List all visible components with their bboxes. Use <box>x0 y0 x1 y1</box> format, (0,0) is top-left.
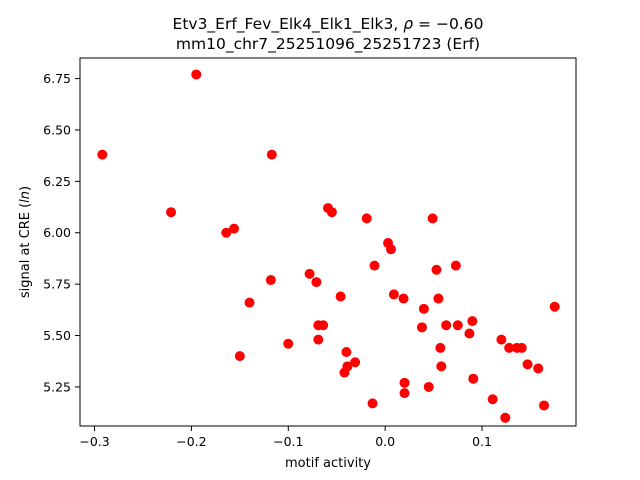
data-point <box>318 320 329 331</box>
data-point <box>533 363 544 374</box>
data-point <box>418 303 429 314</box>
data-point <box>516 342 527 353</box>
data-point <box>229 223 240 234</box>
y-tick-label: 5.25 <box>43 379 71 394</box>
x-tick-label: −0.1 <box>273 434 303 449</box>
data-point <box>441 320 452 331</box>
y-axis-label: signal at CRE (ln) <box>18 186 33 298</box>
data-point <box>166 207 177 218</box>
data-point <box>191 69 202 80</box>
x-axis-label: motif activity <box>285 456 371 471</box>
chart-subtitle: mm10_chr7_25251096_25251723 (Erf) <box>176 35 480 54</box>
data-point <box>97 149 108 160</box>
data-point <box>436 361 447 372</box>
data-point <box>234 351 245 362</box>
x-tick-label: −0.2 <box>176 434 206 449</box>
data-point <box>539 400 550 411</box>
data-point <box>549 301 560 312</box>
data-point <box>431 264 442 275</box>
data-point <box>266 149 277 160</box>
x-tick-label: 0.1 <box>472 434 492 449</box>
data-point <box>399 388 410 399</box>
y-tick-label: 6.00 <box>43 225 71 240</box>
data-point <box>369 260 380 271</box>
data-point <box>467 316 478 327</box>
x-tick-label: −0.3 <box>79 434 109 449</box>
data-point <box>399 377 410 388</box>
data-point <box>416 322 427 333</box>
data-point <box>385 244 396 255</box>
x-axis-ticks: −0.3 −0.2 −0.1 0.0 0.1 <box>79 426 492 449</box>
y-tick-label: 6.50 <box>43 122 71 137</box>
data-point <box>504 342 515 353</box>
y-tick-label: 6.25 <box>43 174 71 189</box>
x-tick-label: 0.0 <box>375 434 395 449</box>
data-point <box>522 359 533 370</box>
data-point <box>487 394 498 405</box>
y-tick-label: 5.50 <box>43 328 71 343</box>
data-point <box>361 213 372 224</box>
data-point <box>500 412 511 423</box>
plot-frame <box>79 57 577 427</box>
data-point <box>367 398 378 409</box>
data-point <box>496 334 507 345</box>
data-point <box>304 268 315 279</box>
y-axis-ticks: 5.25 5.50 5.75 6.00 6.25 6.50 6.75 <box>43 71 80 394</box>
data-point <box>435 342 446 353</box>
data-point <box>339 367 350 378</box>
data-point <box>433 293 444 304</box>
data-point <box>468 373 479 384</box>
data-point <box>326 207 337 218</box>
y-tick-label: 6.75 <box>43 71 71 86</box>
data-point <box>311 277 322 288</box>
data-point <box>265 275 276 286</box>
data-point <box>452 320 463 331</box>
data-point <box>388 289 399 300</box>
data-point <box>313 334 324 345</box>
data-point <box>464 328 475 339</box>
data-point <box>423 381 434 392</box>
data-point <box>398 293 409 304</box>
chart-title: Etv3_Erf_Fev_Elk4_Elk1_Elk3, ρ = −0.60 <box>173 15 484 34</box>
data-point <box>335 291 346 302</box>
data-point <box>221 227 232 238</box>
data-point <box>450 260 461 271</box>
data-point <box>283 338 294 349</box>
data-point <box>427 213 438 224</box>
data-point <box>350 357 361 368</box>
y-tick-label: 5.75 <box>43 277 71 292</box>
data-points <box>97 69 560 423</box>
data-point <box>341 346 352 357</box>
data-point <box>244 297 255 308</box>
